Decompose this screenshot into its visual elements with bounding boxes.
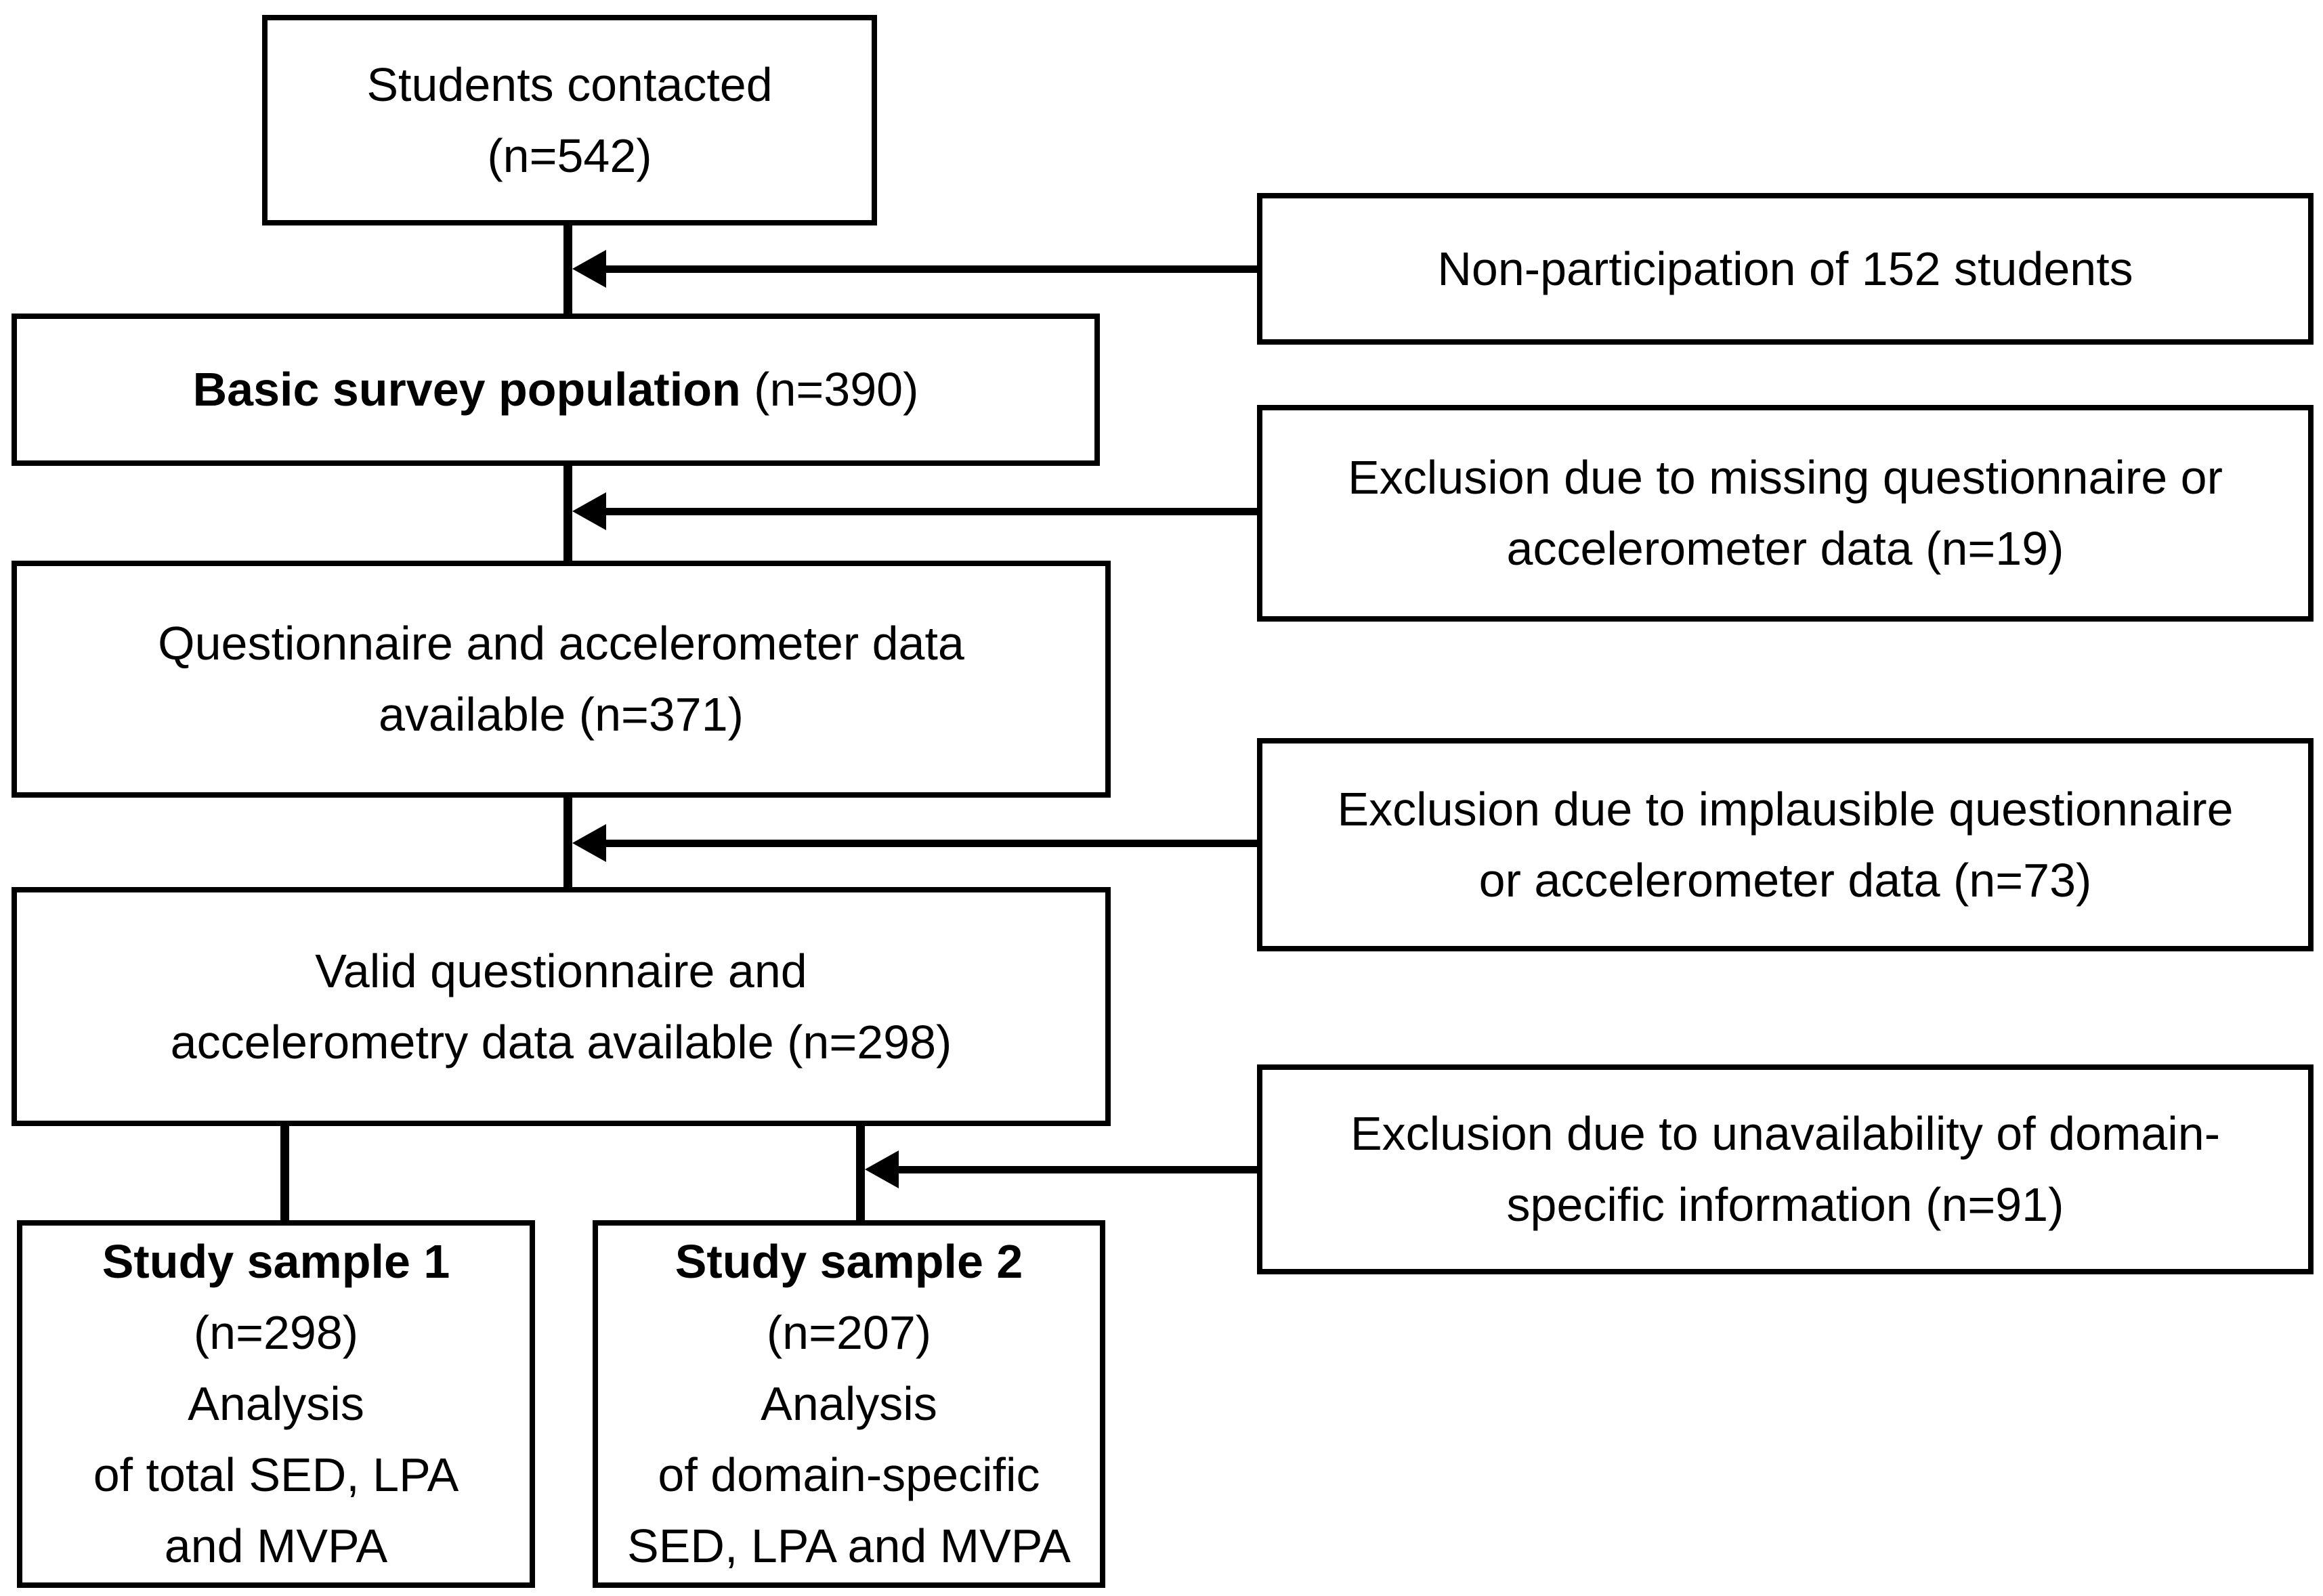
study-sample-1-line3: Analysis	[188, 1377, 364, 1430]
students-contacted-line1: Students contacted	[366, 58, 773, 111]
connector-questionnaire-to-valid	[563, 798, 572, 887]
arrow-shaft-exclusion-domain	[899, 1166, 1257, 1173]
non-participation-label: Non-participation of 152 students	[1437, 242, 2133, 295]
box-basic-survey-population: Basic survey population (n=390)	[12, 314, 1100, 466]
box-students-contacted: Students contacted (n=542)	[262, 15, 877, 225]
basic-survey-population-bold: Basic survey population	[192, 363, 741, 416]
basic-survey-population-label: Basic survey population (n=390)	[193, 354, 919, 425]
questionnaire-available-line2: available (n=371)	[379, 688, 744, 741]
arrow-shaft-exclusion-implausible	[605, 840, 1257, 847]
students-contacted-count: (n=542)	[487, 129, 652, 182]
study-sample-2-count: (n=207)	[766, 1306, 932, 1359]
exclusion-implausible-line2: or accelerometer data (n=73)	[1478, 853, 2092, 907]
box-study-sample-2: Study sample 2 (n=207) Analysis of domai…	[593, 1220, 1105, 1588]
study-sample-2-line3: Analysis	[761, 1377, 937, 1430]
arrowhead-left-icon	[572, 492, 606, 530]
study-sample-2-line4: of domain-specific	[658, 1448, 1040, 1501]
exclusion-domain-line1: Exclusion due to unavailability of domai…	[1350, 1107, 2221, 1160]
connector-students-to-basic	[563, 225, 572, 314]
arrowhead-left-icon	[572, 250, 606, 288]
exclusion-domain-line2: specific information (n=91)	[1506, 1178, 2064, 1231]
exclusion-implausible-line1: Exclusion due to implausible questionnai…	[1337, 782, 2234, 836]
valid-data-line2: accelerometry data available (n=298)	[170, 1015, 952, 1069]
box-questionnaire-accelerometer-available: Questionnaire and accelerometer data ava…	[12, 561, 1111, 798]
box-study-sample-1: Study sample 1 (n=298) Analysis of total…	[17, 1220, 535, 1588]
questionnaire-available-line1: Questionnaire and accelerometer data	[158, 617, 964, 670]
study-sample-1-line4: of total SED, LPA	[93, 1448, 459, 1501]
study-sample-1-title: Study sample 1	[102, 1235, 450, 1288]
exclusion-missing-line1: Exclusion due to missing questionnaire o…	[1348, 451, 2223, 504]
connector-basic-to-questionnaire	[563, 466, 572, 561]
arrowhead-left-icon	[572, 824, 606, 862]
box-exclusion-domain-specific: Exclusion due to unavailability of domai…	[1257, 1064, 2314, 1274]
box-valid-data-available: Valid questionnaire and accelerometry da…	[12, 887, 1111, 1126]
exclusion-missing-line2: accelerometer data (n=19)	[1506, 522, 2064, 575]
study-sample-2-title: Study sample 2	[675, 1235, 1023, 1288]
basic-survey-population-count: (n=390)	[740, 363, 919, 416]
study-sample-1-line5: and MVPA	[164, 1519, 388, 1572]
arrow-shaft-non-participation	[605, 265, 1257, 273]
study-sample-1-count: (n=298)	[193, 1306, 359, 1359]
box-exclusion-missing-data: Exclusion due to missing questionnaire o…	[1257, 405, 2314, 622]
connector-valid-to-sample2	[856, 1126, 865, 1220]
study-sample-2-line5: SED, LPA and MVPA	[627, 1519, 1071, 1572]
valid-data-line1: Valid questionnaire and	[315, 944, 807, 997]
arrow-shaft-exclusion-missing	[605, 508, 1257, 515]
box-non-participation: Non-participation of 152 students	[1257, 193, 2314, 345]
arrowhead-left-icon	[865, 1150, 899, 1188]
connector-valid-to-sample1	[280, 1126, 289, 1220]
box-exclusion-implausible-data: Exclusion due to implausible questionnai…	[1257, 738, 2314, 951]
